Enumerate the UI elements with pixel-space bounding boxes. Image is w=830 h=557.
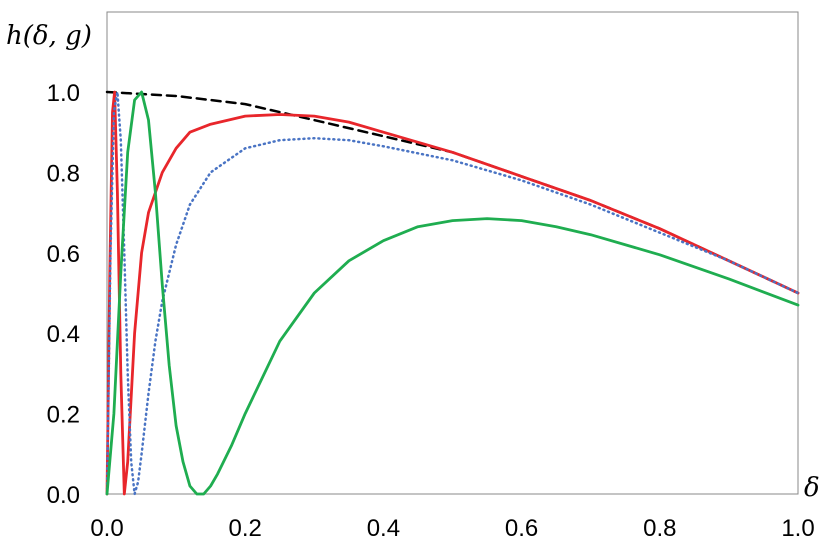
series-layer [105,90,800,496]
y-tick-label: 0.8 [47,160,80,187]
series-line-4 [105,90,800,496]
x-tick-label: 0.4 [367,515,400,542]
y-tick-label: 0.2 [47,402,80,429]
y-tick-label: 1.0 [47,80,80,107]
y-tick-label: 0.4 [47,321,80,348]
series-line-2 [105,90,800,496]
y-tick-label: 0.0 [47,482,80,509]
x-tick-label: 0.8 [643,515,676,542]
y-axis-label: h(δ, g) [6,21,92,51]
ticks-layer: 0.0 0.2 0.4 0.6 0.8 1.0 0.0 0.2 0.4 0.6 0.8 1.0 [47,80,815,542]
x-tick-label: 0.2 [229,515,262,542]
plot-area-frame [106,11,799,495]
x-tick-label: 0.6 [505,515,538,542]
x-axis-label: δ [804,473,820,503]
series-line-3 [105,90,800,496]
series-line-1 [105,90,800,295]
y-tick-label: 0.6 [47,241,80,268]
x-tick-label: 0.0 [90,515,123,542]
x-tick-label: 1.0 [781,515,814,542]
